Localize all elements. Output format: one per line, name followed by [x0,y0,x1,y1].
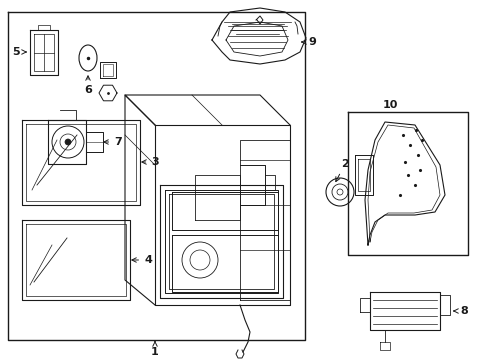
Text: 3: 3 [142,157,159,167]
Text: 8: 8 [453,306,467,316]
Text: 1: 1 [151,341,159,357]
Text: 5: 5 [12,47,26,57]
Circle shape [65,139,71,145]
Text: 9: 9 [301,37,315,47]
Text: 10: 10 [382,100,397,110]
Text: 7: 7 [103,137,122,147]
Text: 2: 2 [335,159,348,181]
Text: 4: 4 [132,255,152,265]
Text: 6: 6 [84,76,92,95]
